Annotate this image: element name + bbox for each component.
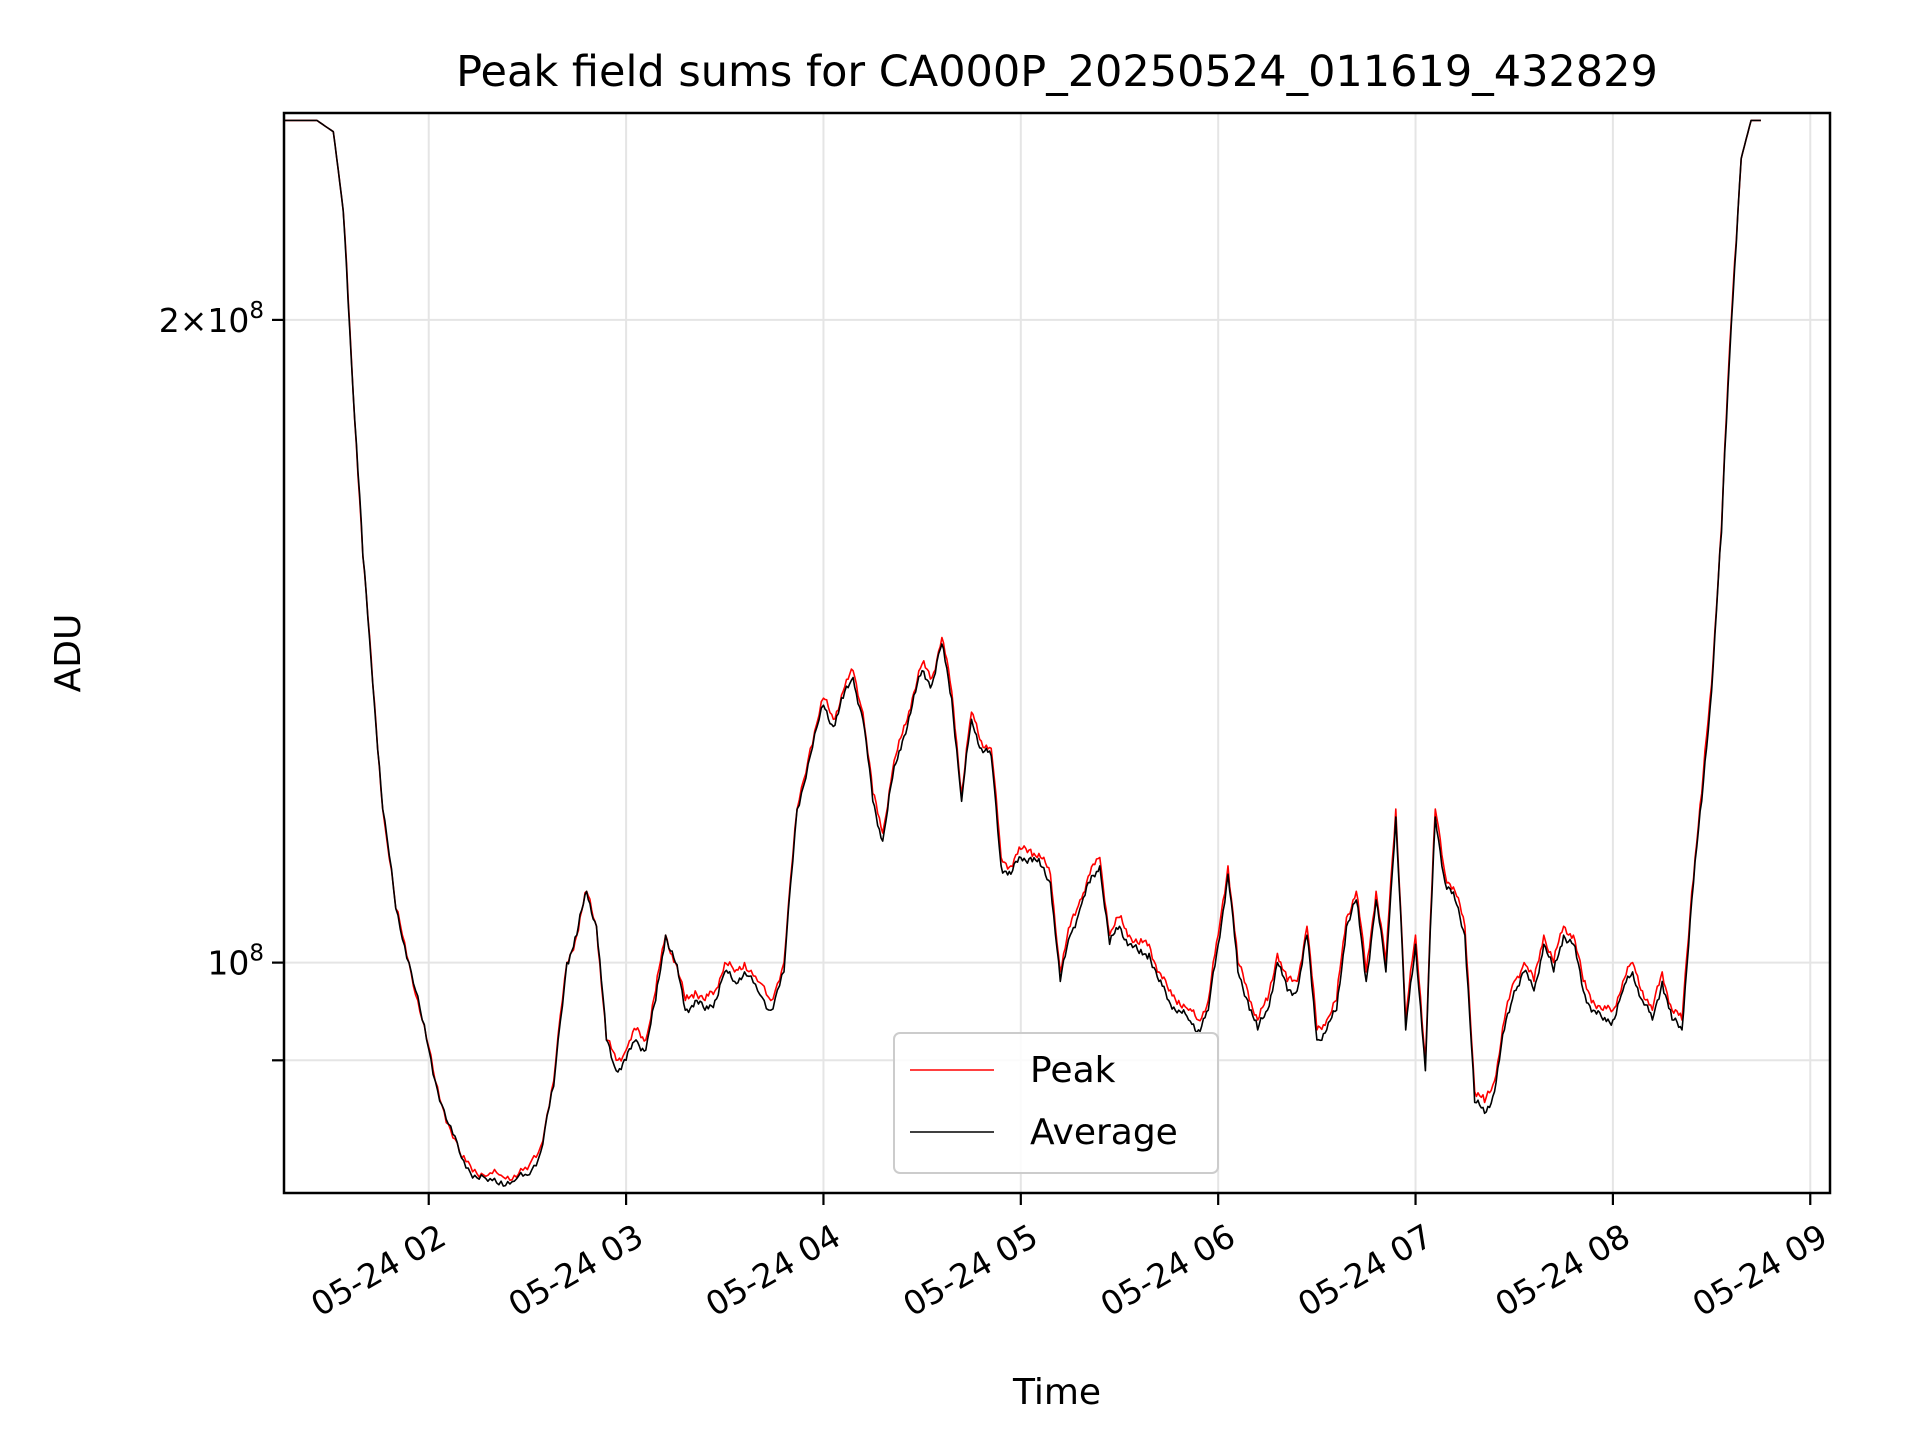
legend-label-average: Average [1030, 1112, 1178, 1153]
chart-title: Peak field sums for CA000P_20250524_0116… [456, 47, 1658, 97]
legend-label-peak: Peak [1030, 1050, 1116, 1091]
plot-area-frame [282, 111, 1832, 1195]
series-line-peak [284, 119, 1761, 1181]
series-lines [284, 119, 1761, 1187]
x-tick-label: 05-24 08 [1488, 1216, 1636, 1324]
legend: Peak Average [893, 1032, 1219, 1174]
x-tick-label: 05-24 06 [1094, 1216, 1242, 1324]
grid-lines [284, 113, 1830, 1193]
y-axis-ticks: 108 2×108 [159, 298, 284, 1062]
x-axis-label: Time [1012, 1372, 1101, 1413]
y-tick-label: 108 [207, 941, 264, 983]
x-tick-label: 05-24 03 [502, 1216, 650, 1324]
x-tick-label: 05-24 04 [699, 1216, 847, 1324]
y-tick-label: 2×108 [159, 298, 264, 340]
legend-box [893, 1032, 1219, 1174]
x-tick-label: 05-24 09 [1686, 1216, 1834, 1324]
series-line-average [284, 119, 1761, 1187]
x-axis-ticks: 05-24 02 05-24 03 05-24 04 05-24 05 05-24 06… [304, 1193, 1834, 1324]
x-tick-label: 05-24 05 [896, 1216, 1044, 1324]
x-tick-label: 05-24 07 [1291, 1216, 1439, 1324]
y-axis-label: ADU [48, 614, 89, 693]
x-tick-label: 05-24 02 [304, 1216, 452, 1324]
